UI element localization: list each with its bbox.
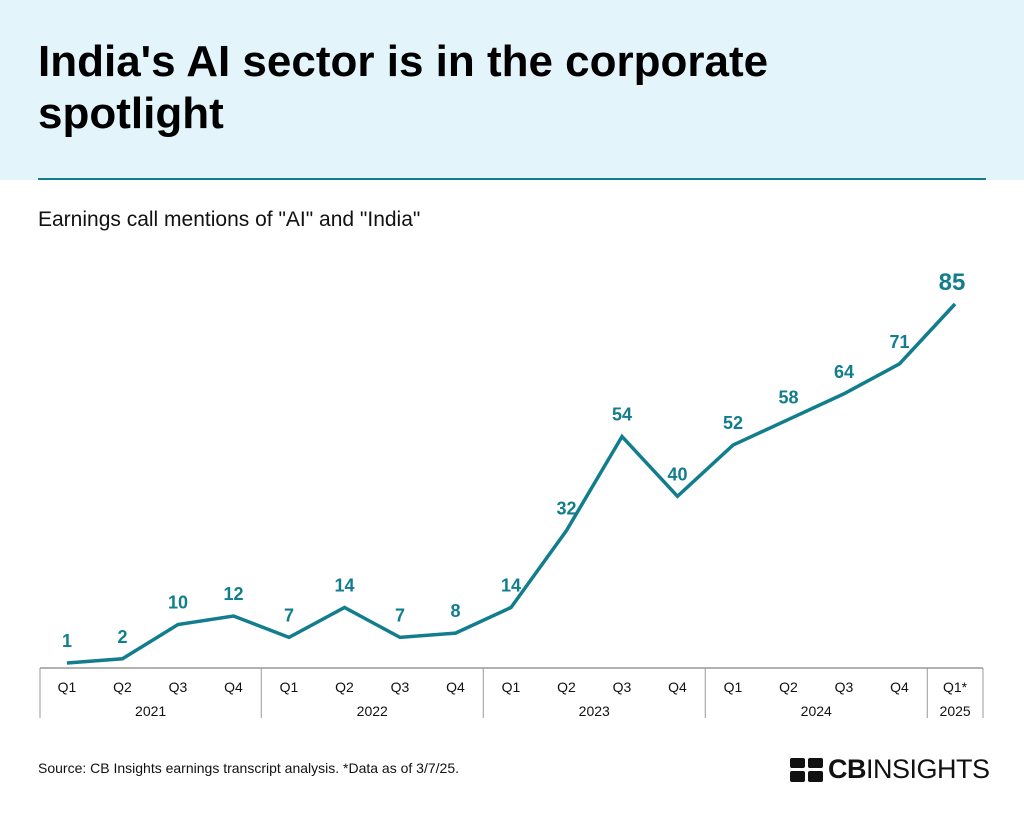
x-tick-label: Q4: [224, 679, 243, 695]
logo-bold: CB: [828, 754, 867, 784]
x-tick-label: Q2: [113, 679, 132, 695]
x-tick-label: Q3: [835, 679, 854, 695]
x-tick-label: Q4: [890, 679, 909, 695]
year-label: 2024: [801, 703, 832, 719]
x-tick-label: Q3: [613, 679, 632, 695]
data-label: 85: [939, 269, 966, 296]
year-label: 2022: [357, 703, 388, 719]
data-label: 1: [62, 631, 72, 651]
data-label: 7: [284, 605, 294, 625]
x-tick-label: Q4: [668, 679, 687, 695]
data-label: 8: [450, 601, 460, 621]
x-tick-label: Q2: [779, 679, 798, 695]
source-note: Source: CB Insights earnings transcript …: [38, 760, 459, 776]
header-band: [0, 0, 1024, 180]
x-tick-label: Q1: [58, 679, 77, 695]
x-tick-label: Q1: [724, 679, 743, 695]
x-tick-label: Q1: [502, 679, 521, 695]
data-label: 10: [168, 593, 188, 613]
year-label: 2021: [135, 703, 166, 719]
x-tick-label: Q2: [335, 679, 354, 695]
year-label: 2025: [940, 703, 971, 719]
cb-insights-logo: CBINSIGHTS: [790, 754, 990, 785]
x-tick-label: Q4: [446, 679, 465, 695]
data-label: 32: [556, 499, 576, 519]
data-label: 40: [667, 464, 687, 484]
x-tick-label: Q1: [280, 679, 299, 695]
data-label: 71: [889, 332, 909, 352]
data-label: 14: [334, 575, 354, 595]
series-line: [66, 302, 957, 665]
data-label: 58: [778, 387, 798, 407]
data-label: 12: [223, 584, 243, 604]
chart-subtitle: Earnings call mentions of "AI" and "Indi…: [38, 208, 421, 231]
data-label: 52: [723, 413, 743, 433]
year-label: 2023: [579, 703, 610, 719]
data-label: 64: [834, 362, 854, 382]
data-label: 14: [501, 575, 521, 595]
logo-mark-icon: [790, 757, 823, 782]
data-label: 7: [395, 605, 405, 625]
logo-regular: INSIGHTS: [866, 754, 990, 784]
chart-title: India's AI sector is in the corporate sp…: [38, 37, 769, 138]
title-divider: [38, 178, 986, 180]
data-label: 54: [612, 404, 632, 424]
x-tick-label: Q1*: [943, 679, 968, 695]
x-tick-label: Q3: [391, 679, 410, 695]
x-tick-label: Q2: [557, 679, 576, 695]
x-tick-label: Q3: [169, 679, 188, 695]
data-label: 2: [117, 627, 127, 647]
